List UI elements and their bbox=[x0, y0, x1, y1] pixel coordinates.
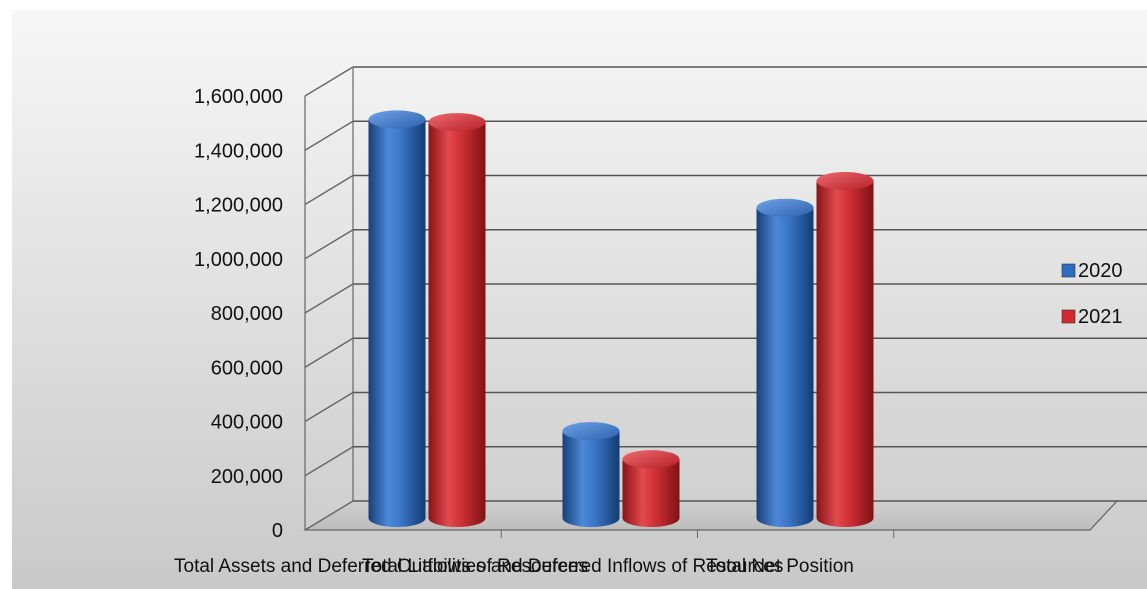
gridline-diagonal bbox=[304, 391, 354, 423]
gridline-diagonal bbox=[304, 174, 354, 206]
y-tick-label: 0 bbox=[272, 520, 283, 542]
legend-swatch bbox=[1061, 309, 1076, 324]
y-tick-label: 1,200,000 bbox=[194, 195, 283, 217]
bar-2021-1 bbox=[622, 459, 680, 527]
gridline-diagonal bbox=[304, 66, 354, 97]
bar-top-2020-1 bbox=[562, 422, 620, 441]
y-tick-label: 1,600,000 bbox=[194, 86, 283, 108]
bar-top-2020-2 bbox=[756, 198, 814, 217]
legend-label: 2020 bbox=[1078, 260, 1123, 282]
bar-2021-2 bbox=[816, 180, 874, 527]
y-tick-label: 600,000 bbox=[211, 357, 283, 379]
chart-floor bbox=[303, 500, 1119, 531]
bar-top-2020-0 bbox=[368, 110, 426, 129]
gridline-diagonal bbox=[304, 229, 354, 260]
legend-swatch bbox=[1061, 263, 1076, 278]
gridline-diagonal bbox=[304, 446, 354, 477]
x-category-label: Total Liabilities and Deferred Inflows o… bbox=[362, 556, 783, 577]
bar-top-2021-2 bbox=[816, 171, 874, 190]
y-tick-label: 1,400,000 bbox=[194, 140, 283, 162]
y-tick-label: 200,000 bbox=[211, 466, 283, 488]
y-tick-label: 400,000 bbox=[211, 412, 283, 434]
bar-2020-2 bbox=[756, 207, 814, 527]
gridline-diagonal bbox=[304, 500, 354, 531]
x-category-label: Total Assets and Deferred Outflows of Re… bbox=[174, 556, 588, 577]
bar-top-2021-0 bbox=[428, 113, 486, 132]
legend-label: 2021 bbox=[1078, 306, 1123, 328]
gridline-diagonal bbox=[304, 337, 354, 368]
gridline-diagonal bbox=[304, 120, 354, 151]
bar-top-2021-1 bbox=[622, 450, 680, 469]
y-tick-label: 800,000 bbox=[211, 303, 283, 325]
floor-edge-right bbox=[1089, 500, 1118, 531]
x-category-label: Total Net Position bbox=[706, 556, 854, 577]
bar-2020-0 bbox=[368, 119, 426, 528]
y-tick-label: 1,000,000 bbox=[194, 249, 283, 271]
bar-2021-0 bbox=[428, 122, 486, 527]
bar-2020-1 bbox=[562, 431, 620, 527]
gridline-diagonal bbox=[304, 283, 354, 314]
